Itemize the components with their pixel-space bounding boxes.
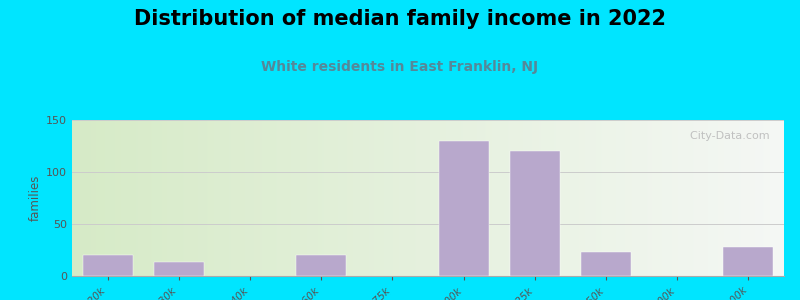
- Bar: [296, 255, 346, 276]
- Bar: [438, 141, 489, 276]
- Bar: [723, 247, 774, 276]
- Bar: [82, 255, 133, 276]
- Text: White residents in East Franklin, NJ: White residents in East Franklin, NJ: [262, 60, 538, 74]
- Bar: [581, 252, 631, 276]
- Bar: [510, 151, 560, 276]
- Text: City-Data.com: City-Data.com: [683, 131, 770, 141]
- Bar: [154, 262, 204, 276]
- Text: Distribution of median family income in 2022: Distribution of median family income in …: [134, 9, 666, 29]
- Y-axis label: families: families: [29, 175, 42, 221]
